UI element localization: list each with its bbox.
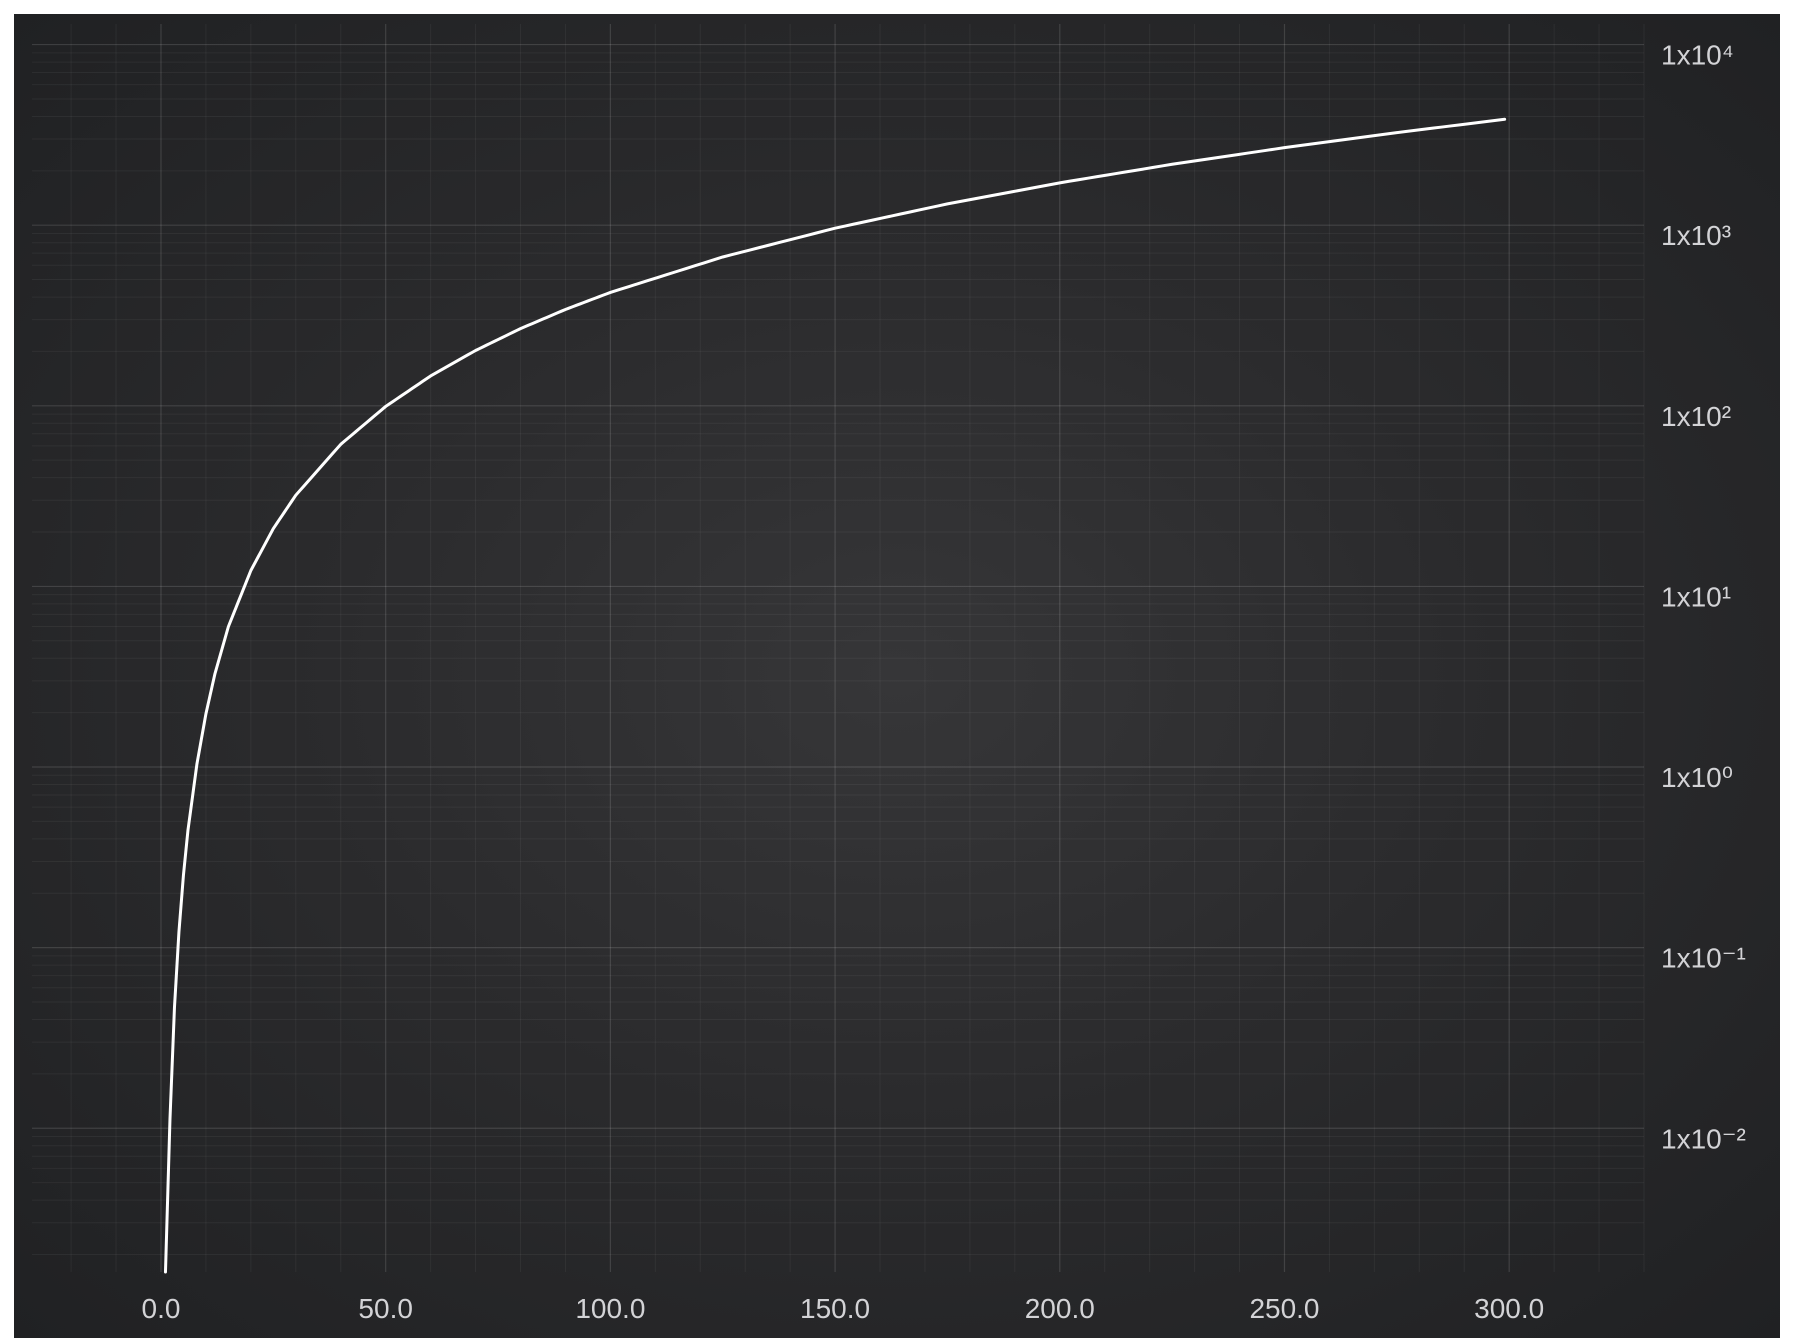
y-tick-exponent: ² xyxy=(1722,401,1731,432)
x-axis: 0.0 50.0 100.0 150.0 200.0 250.0 300.0 xyxy=(142,1293,1545,1324)
x-tick-label: 50.0 xyxy=(358,1293,413,1324)
y-tick-exponent: ⁴ xyxy=(1722,40,1734,71)
y-tick-label: 1x10³ xyxy=(1661,220,1731,251)
x-tick-label: 300.0 xyxy=(1474,1293,1544,1324)
y-tick-base: 1x10 xyxy=(1661,40,1722,71)
y-tick-exponent: ¹ xyxy=(1722,581,1731,612)
y-tick-base: 1x10 xyxy=(1661,1123,1722,1154)
x-tick-label: 250.0 xyxy=(1249,1293,1319,1324)
chart-area: 0.0 50.0 100.0 150.0 200.0 250.0 300.0 1x10⁴ 1x… xyxy=(14,14,1780,1338)
series-layer xyxy=(163,117,1507,1274)
series-line xyxy=(163,117,1507,1274)
y-tick-exponent: ³ xyxy=(1722,220,1731,251)
x-tick-label: 200.0 xyxy=(1025,1293,1095,1324)
y-tick-label: 1x10⁻² xyxy=(1661,1123,1746,1154)
y-tick-label: 1x10² xyxy=(1661,401,1731,432)
x-tick-label: 100.0 xyxy=(575,1293,645,1324)
y-tick-base: 1x10 xyxy=(1661,943,1722,974)
line-chart: 0.0 50.0 100.0 150.0 200.0 250.0 300.0 1x10⁴1x… xyxy=(32,24,1746,1324)
major-grid xyxy=(32,24,1644,1272)
y-tick-exponent: ⁻¹ xyxy=(1722,943,1746,974)
y-tick-label: 1x10⁻¹ xyxy=(1661,943,1746,974)
y-tick-base: 1x10 xyxy=(1661,762,1722,793)
y-tick-label: 1x10¹ xyxy=(1661,581,1731,612)
x-tick-label: 0.0 xyxy=(142,1293,181,1324)
x-tick-label: 150.0 xyxy=(800,1293,870,1324)
y-tick-label: 1x10⁴ xyxy=(1661,40,1734,71)
y-tick-label: 1x10⁰ xyxy=(1661,762,1733,793)
y-tick-exponent: ⁻² xyxy=(1722,1123,1746,1154)
y-tick-base: 1x10 xyxy=(1661,401,1722,432)
y-tick-base: 1x10 xyxy=(1661,220,1722,251)
minor-grid xyxy=(32,24,1645,1272)
y-tick-base: 1x10 xyxy=(1661,581,1722,612)
y-tick-exponent: ⁰ xyxy=(1722,762,1733,793)
